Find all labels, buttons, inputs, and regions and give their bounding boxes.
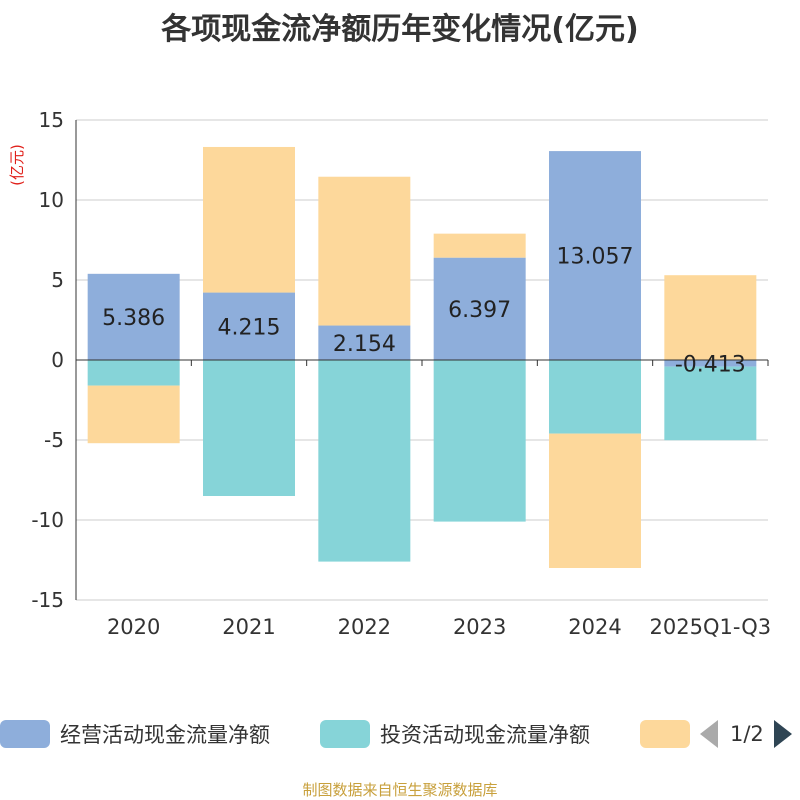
legend-label-operating: 经营活动现金流量净额 <box>60 723 270 747</box>
x-tick-label-2025Q1-Q3: 2025Q1-Q3 <box>650 615 772 639</box>
bar-financing-2025Q1-Q3 <box>664 275 757 360</box>
legend-swatch-operating <box>0 720 50 748</box>
legend-item-investing[interactable]: 投资活动现金流量净额 <box>320 716 590 752</box>
data-label-2021: 4.215 <box>218 315 281 340</box>
source-note: 制图数据来自恒生聚源数据库 <box>302 781 498 799</box>
bar-financing-2020 <box>87 385 180 444</box>
bar-operating-2023 <box>433 257 526 360</box>
bar-investing-2024 <box>549 360 641 434</box>
legend-item-operating[interactable]: 经营活动现金流量净额 <box>0 716 270 752</box>
y-tick-label-4: -5 <box>44 428 64 452</box>
bar-investing-2023 <box>433 360 526 522</box>
data-label-2024: 13.057 <box>557 245 634 270</box>
x-tick-label-2023: 2023 <box>453 615 506 639</box>
legend-swatch-financing <box>640 720 690 748</box>
legend-prev-page-icon[interactable] <box>700 720 718 748</box>
bar-investing-2025Q1-Q3 <box>664 366 757 441</box>
legend: 经营活动现金流量净额 投资活动现金流量净额 1/2 <box>0 716 800 752</box>
x-tick-label-2024: 2024 <box>568 615 621 639</box>
y-tick-label-0: 15 <box>39 108 64 132</box>
bar-financing-2023 <box>433 233 526 258</box>
legend-pager: 1/2 <box>700 716 792 752</box>
y-tick-label-1: 10 <box>39 188 64 212</box>
data-label-2023: 6.397 <box>448 298 511 323</box>
y-tick-label-5: -10 <box>31 508 64 532</box>
chart-title: 各项现金流净额历年变化情况(亿元) <box>161 12 639 47</box>
bar-operating-2021 <box>203 292 295 360</box>
x-tick-label-2020: 2020 <box>107 615 160 639</box>
legend-swatch-investing <box>320 720 370 748</box>
y-tick-label-3: 0 <box>51 348 64 372</box>
y-tick-label-2: 5 <box>51 268 64 292</box>
bar-operating-2020 <box>87 273 180 360</box>
y-tick-label-6: -15 <box>31 588 64 612</box>
bar-operating-2025Q1-Q3 <box>664 360 757 367</box>
chart-plot: 15 10 5 0 -5 -10 -15 (亿元) 5.386 4.215 2.154 6.397 13… <box>8 108 772 639</box>
legend-page-indicator: 1/2 <box>730 722 764 746</box>
bar-financing-2022 <box>318 176 411 326</box>
y-axis-label: (亿元) <box>8 144 26 186</box>
x-tick-label-2022: 2022 <box>338 615 391 639</box>
bar-operating-2024 <box>549 151 641 360</box>
bar-investing-2020 <box>87 360 180 386</box>
bar-financing-2024 <box>549 433 641 568</box>
bar-financing-2021 <box>203 146 295 293</box>
data-label-2020: 5.386 <box>102 306 165 331</box>
legend-item-financing[interactable] <box>640 716 690 752</box>
bar-operating-2022 <box>318 325 411 360</box>
data-label-2025Q1-Q3: -0.413 <box>675 352 746 377</box>
legend-next-page-icon[interactable] <box>773 720 792 748</box>
data-label-2022: 2.154 <box>333 332 396 357</box>
bar-investing-2021 <box>203 360 295 496</box>
bar-investing-2022 <box>318 360 411 562</box>
x-tick-label-2021: 2021 <box>222 615 275 639</box>
legend-label-investing: 投资活动现金流量净额 <box>380 723 590 747</box>
